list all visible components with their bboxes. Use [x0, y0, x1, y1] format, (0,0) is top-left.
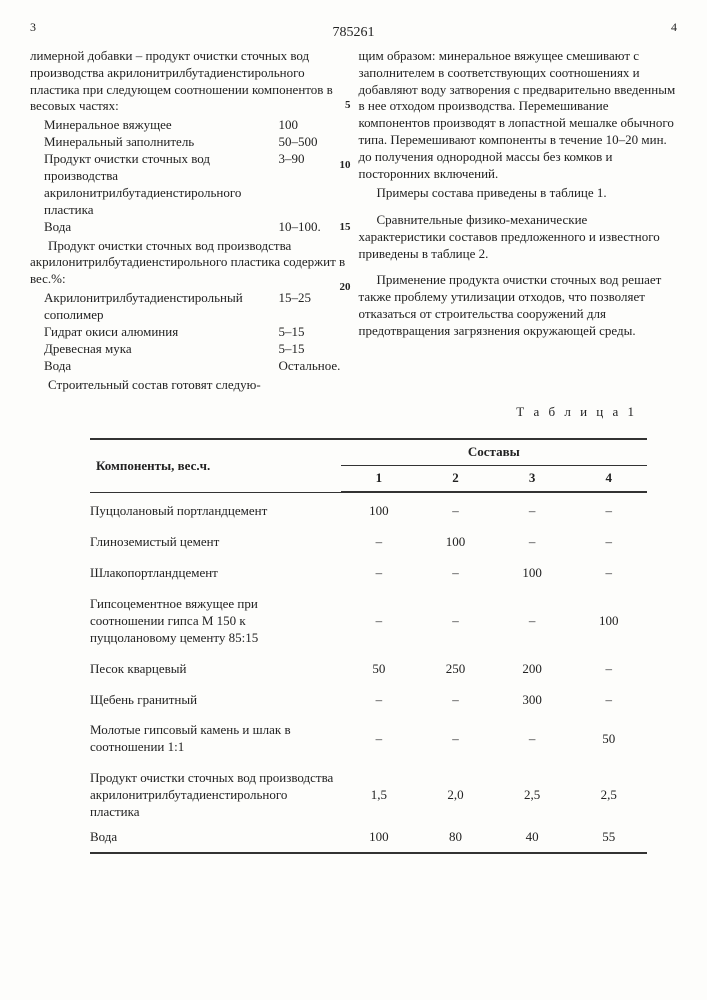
row-value: – — [570, 524, 647, 555]
table-row: Пуццолановый портландцемент100––– — [90, 492, 647, 524]
spec-val: 3–90 — [279, 151, 349, 219]
row-value: – — [494, 712, 571, 760]
row-value: – — [341, 524, 418, 555]
row-value: – — [341, 586, 418, 651]
table-row: Шлакопортландцемент––100– — [90, 555, 647, 586]
spec-label: Продукт очистки сточных вод производства… — [44, 151, 279, 219]
para-2: Примеры состава приведены в таблице 1. — [359, 185, 678, 202]
row-value: – — [341, 555, 418, 586]
row-value: 80 — [417, 825, 494, 853]
row-value: 40 — [494, 825, 571, 853]
row-value: – — [417, 555, 494, 586]
table-row: Продукт очистки сточных вод производства… — [90, 760, 647, 825]
row-label: Глиноземистый цемент — [90, 524, 341, 555]
row-value: 100 — [494, 555, 571, 586]
row-value: 2,5 — [570, 760, 647, 825]
th-col: 4 — [570, 466, 647, 492]
row-value: – — [570, 492, 647, 524]
mid-text: Продукт очистки сточных вод производства… — [30, 238, 349, 289]
specs-block-1: Минеральное вяжущее100 Минеральный запол… — [44, 117, 349, 235]
specs-block-2: Акрилонитрилбутадиенстирольный сополимер… — [44, 290, 349, 374]
th-components: Компоненты, вес.ч. — [90, 439, 341, 492]
table-1: Компоненты, вес.ч. Составы 1 2 3 4 Пуццо… — [90, 438, 647, 853]
row-label: Пуццолановый портландцемент — [90, 492, 341, 524]
spec-val: Остальное. — [279, 358, 349, 375]
line-mark-20: 20 — [340, 280, 351, 294]
row-value: – — [570, 555, 647, 586]
row-value: – — [417, 586, 494, 651]
row-value: 1,5 — [341, 760, 418, 825]
tail-text: Строительный состав готовят следую- — [30, 377, 349, 394]
spec-val: 100 — [279, 117, 349, 134]
spec-label: Гидрат окиси алюминия — [44, 324, 279, 341]
spec-val: 5–15 — [279, 324, 349, 341]
row-label: Песок кварцевый — [90, 651, 341, 682]
th-col: 1 — [341, 466, 418, 492]
line-mark-15: 15 — [340, 220, 351, 234]
row-value: 50 — [570, 712, 647, 760]
row-value: 2,5 — [494, 760, 571, 825]
table-row: Гипсоцементное вяжущее при соотношении г… — [90, 586, 647, 651]
right-column: щим образом: минеральное вяжущее смешива… — [359, 48, 678, 394]
th-compositions: Составы — [341, 439, 647, 465]
spec-label: Вода — [44, 219, 279, 236]
intro-text: лимерной добавки – продукт очистки сточн… — [30, 48, 349, 116]
row-label: Шлакопортландцемент — [90, 555, 341, 586]
row-value: – — [494, 524, 571, 555]
spec-label: Вода — [44, 358, 279, 375]
left-column: лимерной добавки – продукт очистки сточн… — [30, 48, 349, 394]
para-3: Сравнительные физико-механические характ… — [359, 212, 678, 263]
table-row: Молотые гипсовый камень и шлак в соотнош… — [90, 712, 647, 760]
row-label: Гипсоцементное вяжущее при соотношении г… — [90, 586, 341, 651]
row-value: 2,0 — [417, 760, 494, 825]
row-label: Молотые гипсовый камень и шлак в соотнош… — [90, 712, 341, 760]
row-value: 300 — [494, 682, 571, 713]
row-value: 250 — [417, 651, 494, 682]
spec-label: Минеральный заполнитель — [44, 134, 279, 151]
table-row: Вода100804055 — [90, 825, 647, 853]
th-col: 2 — [417, 466, 494, 492]
doc-number: 785261 — [30, 24, 677, 42]
two-column-body: лимерной добавки – продукт очистки сточн… — [30, 48, 677, 394]
row-value: 100 — [570, 586, 647, 651]
row-value: 200 — [494, 651, 571, 682]
line-mark-5: 5 — [345, 98, 351, 112]
row-value: – — [417, 492, 494, 524]
row-value: 100 — [341, 492, 418, 524]
row-value: – — [417, 682, 494, 713]
table-body: Пуццолановый портландцемент100–––Глинозе… — [90, 492, 647, 852]
spec-label: Акрилонитрилбутадиенстирольный сополимер — [44, 290, 279, 324]
row-value: – — [494, 586, 571, 651]
para-1: щим образом: минеральное вяжущее смешива… — [359, 48, 678, 183]
th-col: 3 — [494, 466, 571, 492]
page-left: 3 — [30, 20, 36, 36]
row-value: – — [494, 492, 571, 524]
table-title: Т а б л и ц а 1 — [30, 404, 637, 421]
spec-label: Древесная мука — [44, 341, 279, 358]
row-label: Вода — [90, 825, 341, 853]
row-value: – — [570, 651, 647, 682]
spec-val: 15–25 — [279, 290, 349, 324]
page-right: 4 — [671, 20, 677, 36]
spec-val: 50–500 — [279, 134, 349, 151]
table-row: Песок кварцевый50250200– — [90, 651, 647, 682]
row-label: Щебень гранитный — [90, 682, 341, 713]
row-value: 100 — [341, 825, 418, 853]
para-4: Применение продукта очистки сточных вод … — [359, 272, 678, 340]
spec-val: 5–15 — [279, 341, 349, 358]
row-value: – — [417, 712, 494, 760]
row-label: Продукт очистки сточных вод производства… — [90, 760, 341, 825]
row-value: – — [341, 712, 418, 760]
spec-label: Минеральное вяжущее — [44, 117, 279, 134]
row-value: – — [341, 682, 418, 713]
table-row: Глиноземистый цемент–100–– — [90, 524, 647, 555]
line-mark-10: 10 — [340, 158, 351, 172]
row-value: 100 — [417, 524, 494, 555]
composition-table: Компоненты, вес.ч. Составы 1 2 3 4 Пуццо… — [90, 438, 647, 853]
spec-val: 10–100. — [279, 219, 349, 236]
row-value: 50 — [341, 651, 418, 682]
row-value: – — [570, 682, 647, 713]
row-value: 55 — [570, 825, 647, 853]
table-row: Щебень гранитный––300– — [90, 682, 647, 713]
